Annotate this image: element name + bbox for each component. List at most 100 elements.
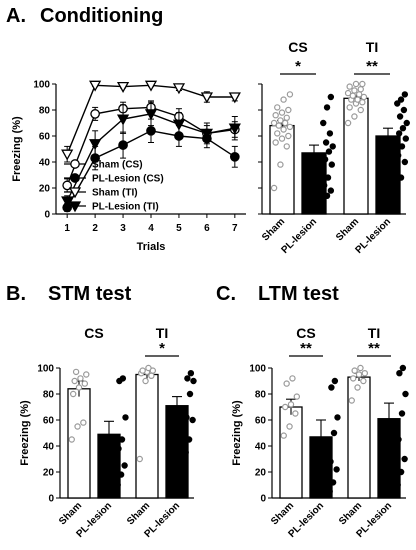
data-point	[270, 184, 278, 192]
data-point	[354, 384, 361, 391]
data-point	[397, 96, 405, 103]
data-point	[274, 130, 281, 137]
data-point	[75, 384, 83, 391]
panel-c-letter: C.	[216, 283, 236, 305]
data-point	[89, 80, 102, 92]
data-point	[292, 410, 299, 417]
data-point	[329, 143, 336, 150]
x-axis-label: Trials	[137, 241, 166, 253]
series-pl-lesion-ti	[61, 101, 241, 208]
data-point	[283, 114, 290, 122]
group-label: CS	[84, 325, 103, 341]
data-point	[361, 370, 369, 377]
data-point	[228, 123, 241, 135]
y-tick-label: 80	[39, 106, 51, 117]
data-point	[352, 80, 360, 88]
data-point	[344, 119, 352, 127]
data-point	[74, 423, 81, 430]
category-label: Sham	[260, 216, 287, 243]
data-point	[355, 371, 363, 378]
data-point	[118, 436, 126, 443]
data-point	[142, 377, 149, 385]
data-point	[289, 375, 296, 382]
legend-marker	[70, 159, 80, 169]
data-point	[182, 449, 189, 456]
data-point	[403, 119, 410, 127]
panel-b-title: STM test	[48, 283, 132, 305]
bar-pl-lesion	[97, 433, 121, 499]
data-point	[277, 161, 284, 168]
data-point	[351, 113, 358, 120]
data-point	[146, 125, 156, 136]
data-point	[122, 414, 129, 421]
series-sham-ti	[61, 80, 241, 163]
data-point	[395, 436, 402, 443]
data-point	[322, 139, 330, 146]
data-point	[283, 380, 290, 387]
data-point	[360, 377, 367, 385]
data-point	[344, 89, 352, 97]
data-point	[334, 414, 341, 421]
data-point	[400, 106, 408, 114]
x-tick-label: 5	[176, 223, 182, 234]
data-point	[357, 106, 364, 114]
y-tick-label: 80	[255, 390, 267, 401]
data-point	[200, 128, 213, 140]
y-axis-label: Freezing (%)	[231, 400, 243, 466]
data-point	[394, 100, 401, 107]
legend-label: Sham (CS)	[92, 160, 143, 171]
data-point	[280, 432, 287, 439]
legend-label: PL-Lesion (TI)	[92, 202, 159, 213]
legend-marker	[70, 173, 80, 183]
y-tick-label: 100	[249, 364, 266, 375]
data-point	[401, 158, 409, 166]
y-tick-label: 40	[255, 442, 267, 453]
data-point	[327, 93, 335, 101]
group-label: TI	[156, 325, 168, 341]
data-point	[351, 87, 358, 94]
data-point	[278, 109, 286, 116]
data-point	[80, 419, 87, 426]
data-point	[184, 375, 191, 382]
data-point	[200, 92, 213, 104]
ltm-bar-chart: 0 20 40 60 80 100 Freezing (%) ShamPL-lesionCS*…	[231, 325, 409, 540]
data-point	[274, 104, 281, 111]
bar-sham	[135, 373, 159, 499]
data-point	[325, 148, 333, 155]
panel-a-title: Conditioning	[40, 5, 163, 27]
x-tick-label: 2	[92, 223, 98, 234]
data-point	[115, 445, 122, 452]
legend-label: Sham (TI)	[92, 188, 138, 199]
y-tick-label: 100	[33, 80, 50, 91]
data-point	[116, 81, 130, 93]
y-tick-label: 0	[44, 210, 50, 221]
data-point	[136, 455, 143, 463]
data-point	[286, 123, 294, 131]
bar-sham	[347, 376, 371, 499]
data-point	[324, 174, 332, 181]
data-point	[351, 367, 358, 374]
group-label: CS	[296, 325, 315, 341]
data-point	[229, 151, 240, 162]
data-point	[83, 371, 90, 378]
bar-sham	[279, 406, 303, 499]
data-point	[281, 403, 289, 411]
data-point	[355, 91, 363, 98]
data-point	[346, 104, 353, 111]
data-point	[402, 135, 410, 142]
y-tick-label: 20	[43, 468, 55, 479]
data-point	[68, 436, 75, 443]
y-tick-label: 0	[48, 494, 54, 505]
data-point	[401, 455, 408, 463]
data-point	[346, 83, 353, 90]
data-point	[357, 85, 364, 93]
legend-marker	[68, 201, 82, 213]
data-point	[121, 462, 128, 469]
data-point	[328, 161, 336, 168]
legend-marker	[68, 187, 82, 199]
data-point	[399, 124, 407, 132]
significance-star: **	[368, 340, 380, 357]
data-point	[396, 113, 404, 120]
